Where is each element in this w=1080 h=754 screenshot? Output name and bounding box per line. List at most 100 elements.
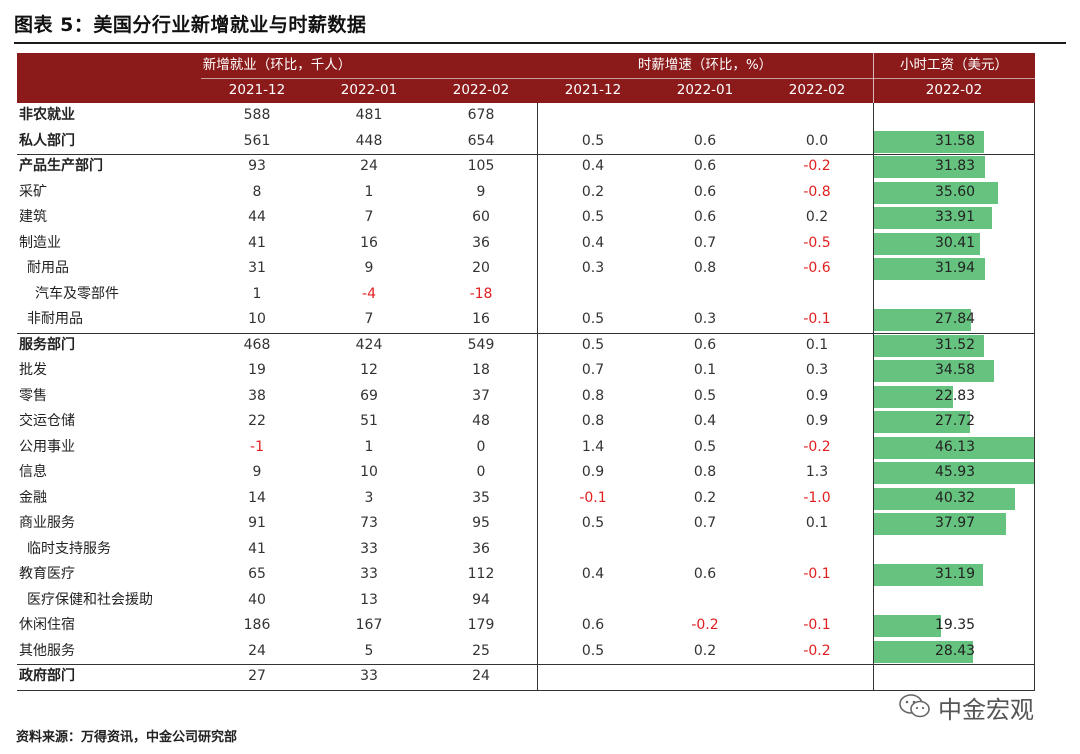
header-emp-2022-02: 2022-02 — [452, 82, 510, 98]
wage-value: 40.32 — [935, 489, 976, 506]
employment-cell: 93 — [248, 158, 266, 174]
header-hourly-2022-02: 2022-02 — [925, 82, 983, 98]
table-row: 休闲住宿 186 167 179 0.6 -0.2 -0.1 19.35 — [17, 613, 1035, 639]
employment-cell: 1 — [252, 285, 262, 302]
employment-cell: 7 — [364, 209, 374, 225]
wage-bar — [873, 462, 1034, 484]
employment-cell: -4 — [362, 285, 376, 302]
wage-growth-cell — [537, 588, 649, 614]
wage-growth-cell: -0.1 — [803, 311, 831, 327]
wage-growth-cell: -0.2 — [803, 158, 831, 174]
employment-cell: 3 — [364, 489, 374, 506]
wage-growth-cell: 0.5 — [581, 311, 605, 327]
wage-growth-cell: 0.9 — [805, 413, 829, 429]
employment-cell: 65 — [248, 566, 266, 582]
wage-value: 30.41 — [935, 234, 976, 251]
wage-growth-cell: -0.8 — [803, 183, 831, 200]
row-label: 医疗保健和社会援助 — [27, 591, 153, 608]
wage-growth-cell: 0.9 — [581, 464, 605, 480]
wage-bar — [873, 334, 984, 357]
wage-growth-cell: 0.6 — [693, 132, 717, 149]
employment-cell: 24 — [472, 668, 490, 684]
wage-value: 45.93 — [935, 464, 976, 480]
wage-growth-cell — [761, 537, 873, 563]
wage-bar — [873, 156, 985, 178]
employment-cell: 33 — [360, 668, 378, 684]
employment-cell: 588 — [243, 107, 271, 123]
wage-growth-cell: -0.2 — [691, 617, 719, 633]
wage-growth-cell: 0.1 — [805, 336, 829, 353]
employment-cell: 186 — [243, 617, 271, 633]
wage-value: 19.35 — [935, 617, 976, 633]
wage-growth-cell: 0.6 — [693, 183, 717, 200]
wage-growth-cell: 0.4 — [581, 158, 605, 174]
table-row: 教育医疗 65 33 112 0.4 0.6 -0.1 31.19 — [17, 562, 1035, 588]
employment-cell: 561 — [243, 132, 271, 149]
row-label: 非耐用品 — [27, 311, 83, 327]
row-label: 信息 — [19, 464, 47, 480]
row-label: 汽车及零部件 — [35, 285, 119, 302]
header-emp-2021-12: 2021-12 — [228, 82, 286, 98]
employment-cell: 95 — [472, 515, 490, 531]
employment-cell: 12 — [360, 362, 378, 378]
wage-growth-cell: 0.7 — [693, 515, 717, 531]
wage-growth-cell: 0.5 — [581, 209, 605, 225]
wage-growth-cell: 0.4 — [693, 413, 717, 429]
employment-cell: 48 — [472, 413, 490, 429]
wage-growth-cell: 0.2 — [805, 209, 829, 225]
employment-cell: 41 — [248, 540, 266, 557]
employment-cell: 51 — [360, 413, 378, 429]
wage-growth-cell: 0.1 — [693, 362, 717, 378]
row-label: 政府部门 — [19, 668, 75, 684]
wage-growth-cell: 0.8 — [581, 387, 605, 404]
wage-growth-cell: 0.7 — [581, 362, 605, 378]
table-row: 私人部门 561 448 654 0.5 0.6 0.0 31.58 — [17, 129, 1035, 155]
table-row: 信息 9 10 0 0.9 0.8 1.3 45.93 — [17, 460, 1035, 486]
table-row: 产品生产部门 93 24 105 0.4 0.6 -0.2 31.83 — [17, 154, 1035, 180]
table-row: 建筑 44 7 60 0.5 0.6 0.2 33.91 — [17, 205, 1035, 231]
wage-bar — [873, 564, 983, 586]
row-label: 耐用品 — [27, 260, 69, 276]
header-underline-wage-growth — [537, 78, 873, 79]
wage-growth-cell: -0.2 — [803, 642, 831, 659]
wage-bar — [873, 181, 998, 204]
wage-growth-cell: 0.5 — [693, 387, 717, 404]
wage-growth-cell: 1.4 — [581, 438, 605, 455]
employment-cell: 24 — [248, 642, 266, 659]
wage-growth-cell — [537, 282, 649, 308]
wage-value: 31.83 — [935, 158, 976, 174]
section-divider — [17, 664, 1035, 665]
wage-growth-cell: 0.6 — [693, 158, 717, 174]
table-row: 非农就业 588 481 678 — [17, 103, 1035, 129]
table-row: 金融 14 3 35 -0.1 0.2 -1.0 40.32 — [17, 486, 1035, 512]
table-row: 批发 19 12 18 0.7 0.1 0.3 34.58 — [17, 358, 1035, 384]
wage-growth-cell — [537, 664, 649, 690]
employment-cell: 36 — [472, 540, 490, 557]
employment-cell: 33 — [360, 566, 378, 582]
header-divider — [873, 53, 874, 103]
wage-growth-cell: -1.0 — [803, 489, 831, 506]
wage-value: 31.19 — [935, 566, 976, 582]
wage-value: 34.58 — [935, 362, 976, 378]
wage-value: 33.91 — [935, 209, 976, 225]
table-row: 采矿 8 1 9 0.2 0.6 -0.8 35.60 — [17, 180, 1035, 206]
wage-bar — [873, 309, 971, 331]
employment-cell: 112 — [467, 566, 495, 582]
wage-growth-cell — [537, 103, 649, 129]
wage-growth-cell: 0.5 — [581, 642, 605, 659]
header-wage-2022-02: 2022-02 — [788, 82, 846, 98]
table-row: 医疗保健和社会援助 40 13 94 — [17, 588, 1035, 614]
employment-cell: 16 — [360, 234, 378, 251]
table-row: 非耐用品 10 7 16 0.5 0.3 -0.1 27.84 — [17, 307, 1035, 333]
row-label: 交运仓储 — [19, 413, 75, 429]
header-wage-2022-01: 2022-01 — [676, 82, 734, 98]
table-row: 公用事业 -1 1 0 1.4 0.5 -0.2 46.13 — [17, 435, 1035, 461]
row-label: 教育医疗 — [19, 566, 75, 582]
employment-cell: 424 — [355, 336, 383, 353]
employment-cell: 37 — [472, 387, 490, 404]
row-label: 建筑 — [19, 209, 47, 225]
figure-title: 图表 5：美国分行业新增就业与时薪数据 — [14, 14, 367, 36]
employment-cell: 105 — [467, 158, 495, 174]
title-rule — [14, 42, 1066, 44]
wage-growth-cell: 0.6 — [693, 336, 717, 353]
